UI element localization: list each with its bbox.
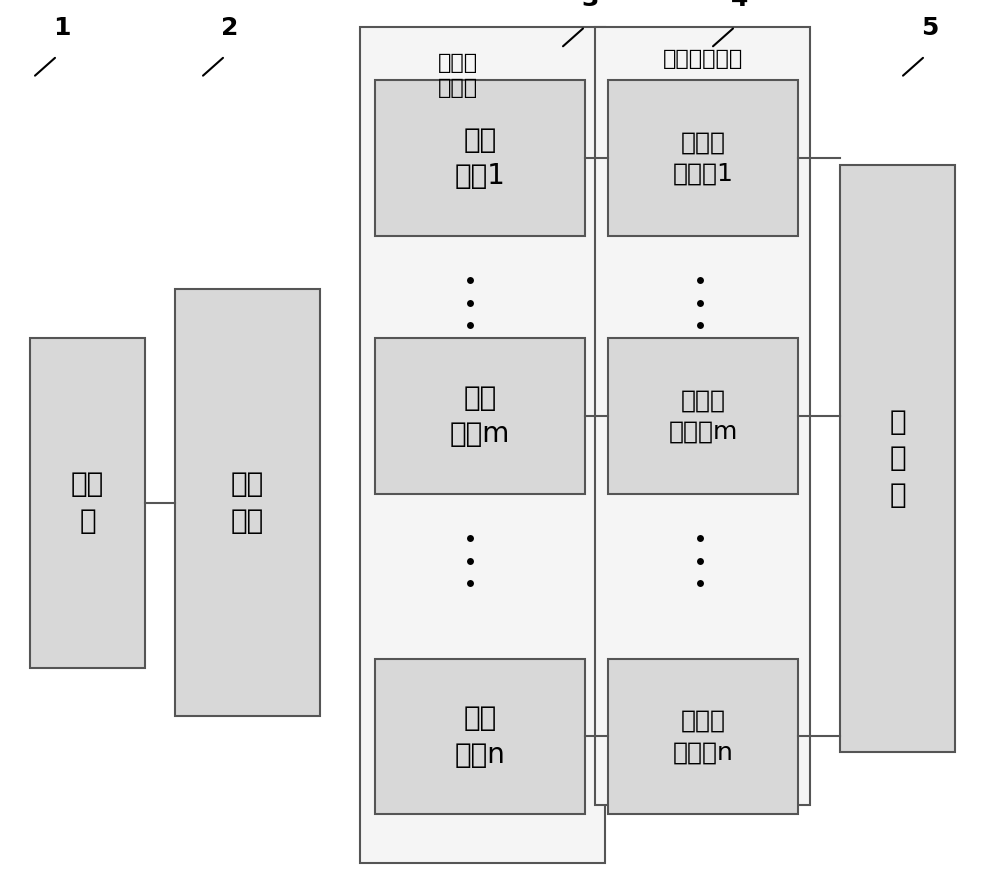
Bar bbox=[360, 27, 605, 863]
Text: 2: 2 bbox=[221, 16, 239, 40]
Bar bbox=[30, 338, 145, 668]
Text: 接收
线圈m: 接收 线圈m bbox=[450, 384, 510, 449]
Text: 信号调理模块: 信号调理模块 bbox=[662, 49, 743, 69]
Text: 接收
线圈n: 接收 线圈n bbox=[455, 704, 505, 769]
Bar bbox=[375, 659, 585, 814]
Bar bbox=[375, 338, 585, 494]
Bar bbox=[608, 659, 798, 814]
Bar bbox=[840, 165, 955, 752]
Text: 接
收
机: 接 收 机 bbox=[889, 408, 906, 509]
Bar bbox=[608, 338, 798, 494]
Text: 信号调
理电路m: 信号调 理电路m bbox=[668, 388, 738, 444]
Text: 接收
线圈1: 接收 线圈1 bbox=[455, 125, 505, 190]
Text: 接收线
圈模块: 接收线 圈模块 bbox=[438, 53, 478, 98]
Text: 3: 3 bbox=[581, 0, 599, 11]
Text: 5: 5 bbox=[921, 16, 939, 40]
Text: 发送
线圈: 发送 线圈 bbox=[231, 471, 264, 535]
Bar bbox=[375, 80, 585, 236]
Bar bbox=[175, 289, 320, 716]
Bar bbox=[608, 80, 798, 236]
Text: 发送
机: 发送 机 bbox=[71, 471, 104, 535]
Bar bbox=[595, 27, 810, 805]
Text: 信号调
理电路1: 信号调 理电路1 bbox=[673, 130, 733, 186]
Text: 1: 1 bbox=[53, 16, 71, 40]
Text: 信号调
理电路n: 信号调 理电路n bbox=[673, 708, 733, 765]
Text: 4: 4 bbox=[731, 0, 749, 11]
